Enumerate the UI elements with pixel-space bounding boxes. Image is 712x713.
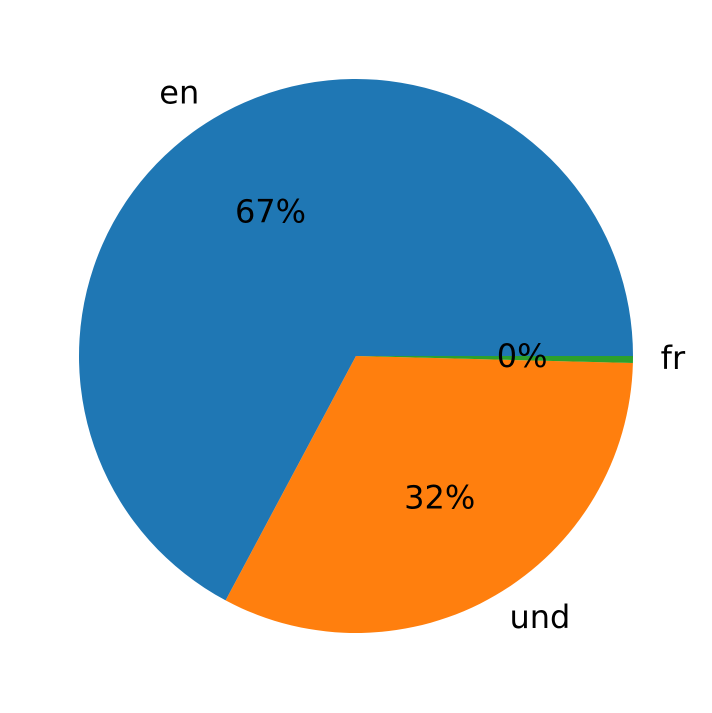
pie-slice	[225, 356, 633, 633]
slice-label: en	[159, 74, 199, 112]
pie-slice	[78, 78, 634, 601]
slice-label: fr	[661, 339, 686, 377]
slice-label: und	[509, 598, 570, 636]
percent-label: 67%	[235, 192, 306, 230]
pie-slice	[356, 356, 633, 363]
percent-label: 0%	[497, 337, 548, 375]
percent-label: 32%	[404, 479, 475, 517]
